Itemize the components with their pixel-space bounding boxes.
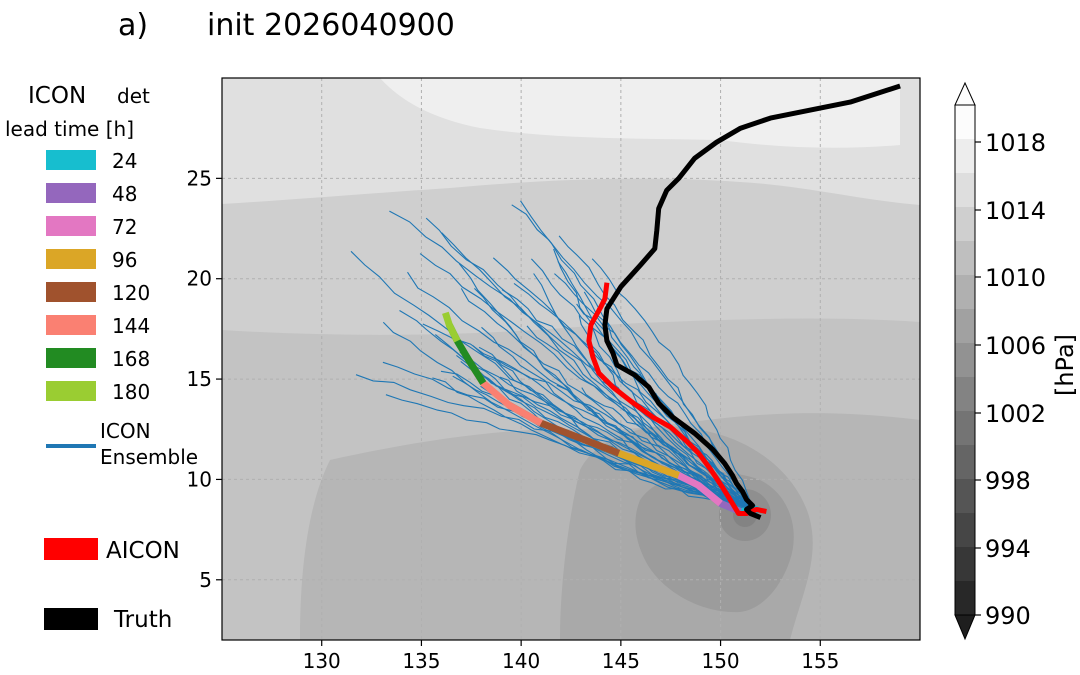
ensemble-track xyxy=(591,258,758,513)
y-tick-label: 15 xyxy=(187,367,212,391)
y-tick-label: 5 xyxy=(199,568,212,592)
colorbar-bin xyxy=(955,275,975,310)
legend-leadtime-label: 48 xyxy=(112,182,137,206)
ensemble-track xyxy=(382,321,755,512)
x-tick-label: 130 xyxy=(303,649,341,673)
colorbar-label: [hPa] xyxy=(1051,334,1079,396)
colorbar-bin xyxy=(955,377,975,412)
legend-leadtime-swatch xyxy=(46,183,96,203)
legend-leadtime-label: 24 xyxy=(112,149,137,173)
legend-leadtime-swatch xyxy=(46,249,96,269)
ensemble-track xyxy=(389,210,756,510)
legend-leadtime-label: 168 xyxy=(112,347,150,371)
colorbar-tick-label: 994 xyxy=(985,535,1031,563)
aicon-track xyxy=(586,282,767,516)
ensemble-track xyxy=(526,325,757,509)
ensemble-track xyxy=(385,394,759,512)
colorbar-bin xyxy=(955,547,975,582)
y-tick-label: 25 xyxy=(187,166,212,190)
x-tick-label: 150 xyxy=(701,649,739,673)
colorbar-bin xyxy=(955,207,975,242)
colorbar-bin xyxy=(955,581,975,616)
truth-track xyxy=(602,83,901,520)
x-tick-label: 140 xyxy=(502,649,540,673)
colorbar-bin xyxy=(955,479,975,514)
colorbar: 1018 1014 1010 1006 1002 998 994 990 [hPa] xyxy=(954,81,1079,641)
ensemble-track xyxy=(456,354,756,510)
ensemble-track xyxy=(530,258,759,512)
pressure-field xyxy=(222,78,920,640)
ensemble-track xyxy=(407,271,758,511)
colorbar-bin xyxy=(955,139,975,174)
legend-leadtime-label: 144 xyxy=(112,314,150,338)
colorbar-extend-min xyxy=(954,614,976,641)
colorbar-extend-max xyxy=(954,81,976,106)
colorbar-tick-label: 1010 xyxy=(985,264,1046,292)
colorbar-frame xyxy=(954,104,976,616)
ensemble-track xyxy=(460,288,756,509)
ensemble-track xyxy=(459,351,759,510)
legend-aicon-swatch xyxy=(44,538,98,560)
x-tick-label: 145 xyxy=(602,649,640,673)
legend-ensemble-line1: ICON xyxy=(100,419,151,443)
legend-leadtime-swatch xyxy=(46,381,96,401)
main-tracks xyxy=(442,83,901,520)
legend-leadtime-swatch xyxy=(46,315,96,335)
legend-leadtime-label: 180 xyxy=(112,380,150,404)
legend-leadtime-label: 120 xyxy=(112,281,150,305)
plot-frame xyxy=(221,77,921,641)
det-track-segment xyxy=(442,311,461,343)
legend-leadtime-swatch xyxy=(46,282,96,302)
colorbar-bin xyxy=(955,173,975,208)
legend-leadtime-label: 72 xyxy=(112,215,137,239)
legend-leadtime-swatch xyxy=(46,216,96,236)
colorbar-tick-label: 1006 xyxy=(985,332,1046,360)
colorbar-bin xyxy=(955,309,975,344)
axes: 130 135 140 145 150 155 5 10 15 20 25 xyxy=(187,166,840,673)
legend-header-tag: det xyxy=(117,84,150,108)
legend: ICON det lead time [h] 24 48 72 96 120 144 168… xyxy=(5,83,198,633)
colorbar-bin xyxy=(955,411,975,446)
legend-leadtime-swatch xyxy=(46,348,96,368)
colorbar-tick-label: 998 xyxy=(985,467,1031,495)
y-tick-label: 10 xyxy=(187,467,212,491)
legend-ensemble-line2: Ensemble xyxy=(100,445,198,469)
colorbar-tick-label: 1002 xyxy=(985,400,1046,428)
colorbar-bin xyxy=(955,105,975,140)
ensemble-track xyxy=(513,282,755,510)
colorbar-tick-label: 990 xyxy=(985,602,1031,630)
colorbar-bin xyxy=(955,513,975,548)
legend-leadtime-label: 96 xyxy=(112,248,137,272)
ensemble-track xyxy=(419,253,759,509)
legend-header-sub: lead time [h] xyxy=(5,117,134,141)
legend-leadtime-swatch xyxy=(46,150,96,170)
legend-truth-label: Truth xyxy=(113,607,172,633)
colorbar-bin xyxy=(955,241,975,276)
legend-truth-swatch xyxy=(44,608,98,630)
chart-title: init 2026040900 xyxy=(207,8,455,43)
colorbar-tick-label: 1018 xyxy=(985,129,1046,157)
colorbar-bin xyxy=(955,343,975,378)
panel-label: a) xyxy=(118,8,149,43)
grid-lines xyxy=(222,78,920,640)
colorbar-bin xyxy=(955,445,975,480)
legend-aicon-label: AICON xyxy=(106,538,180,564)
ensemble-track xyxy=(533,273,756,510)
y-tick-label: 20 xyxy=(187,267,212,291)
x-tick-label: 135 xyxy=(402,649,440,673)
ensemble-track xyxy=(520,200,757,512)
x-tick-label: 155 xyxy=(801,649,839,673)
legend-header-model: ICON xyxy=(28,83,86,109)
colorbar-tick-label: 1014 xyxy=(985,197,1046,225)
